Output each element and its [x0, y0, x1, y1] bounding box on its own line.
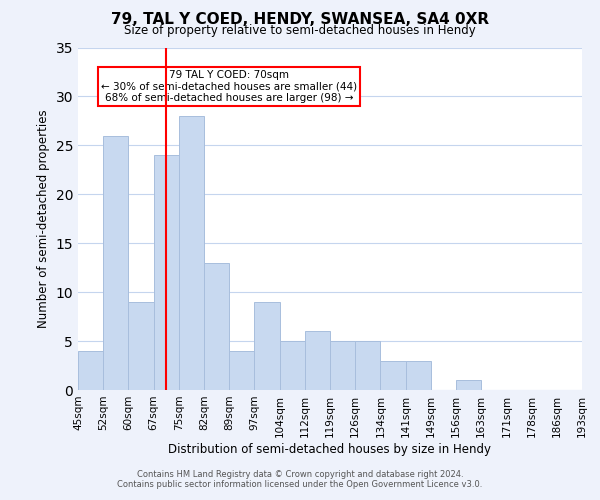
Bar — [380, 360, 406, 390]
Bar — [254, 302, 280, 390]
Bar — [229, 351, 254, 390]
X-axis label: Distribution of semi-detached houses by size in Hendy: Distribution of semi-detached houses by … — [169, 442, 491, 456]
Bar — [355, 341, 380, 390]
Y-axis label: Number of semi-detached properties: Number of semi-detached properties — [37, 110, 50, 328]
Text: Size of property relative to semi-detached houses in Hendy: Size of property relative to semi-detach… — [124, 24, 476, 37]
Bar — [406, 360, 431, 390]
Bar — [456, 380, 481, 390]
Bar — [78, 351, 103, 390]
Text: Contains HM Land Registry data © Crown copyright and database right 2024.
Contai: Contains HM Land Registry data © Crown c… — [118, 470, 482, 489]
Bar — [330, 341, 355, 390]
Text: 79 TAL Y COED: 70sqm
← 30% of semi-detached houses are smaller (44)
68% of semi-: 79 TAL Y COED: 70sqm ← 30% of semi-detac… — [101, 70, 357, 103]
Bar — [305, 332, 330, 390]
Bar — [154, 155, 179, 390]
Bar — [280, 341, 305, 390]
Text: 79, TAL Y COED, HENDY, SWANSEA, SA4 0XR: 79, TAL Y COED, HENDY, SWANSEA, SA4 0XR — [111, 12, 489, 28]
Bar — [204, 263, 229, 390]
Bar — [103, 136, 128, 390]
Bar — [128, 302, 154, 390]
Bar — [179, 116, 204, 390]
